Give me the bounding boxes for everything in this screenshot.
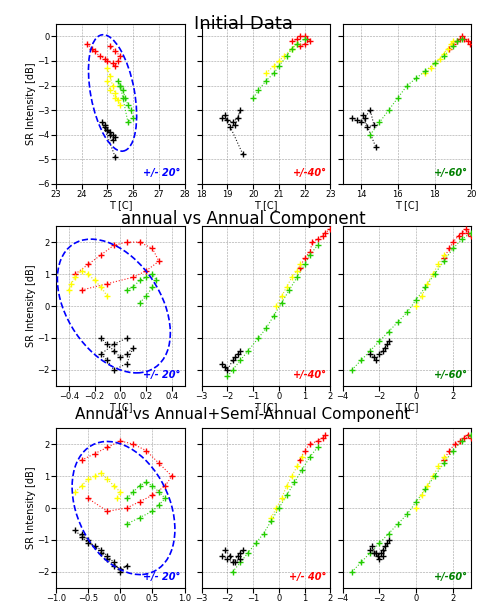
Text: +/-60°: +/-60° [434, 168, 468, 177]
Y-axis label: SR Intensity [dB]: SR Intensity [dB] [26, 467, 36, 549]
Text: +/- 20°: +/- 20° [143, 168, 181, 177]
Y-axis label: SR Intensity [dB]: SR Intensity [dB] [26, 265, 36, 347]
Text: +/- 20°: +/- 20° [143, 572, 181, 581]
X-axis label: T [C]: T [C] [254, 201, 278, 210]
Text: Initial Data: Initial Data [193, 15, 293, 33]
X-axis label: T [C]: T [C] [108, 403, 132, 412]
X-axis label: T [C]: T [C] [108, 201, 132, 210]
Text: +/- 40°: +/- 40° [289, 572, 327, 581]
Text: annual vs Annual Component: annual vs Annual Component [121, 210, 365, 228]
X-axis label: T [C]: T [C] [395, 201, 419, 210]
Text: +/-60°: +/-60° [434, 572, 468, 581]
Text: +/-40°: +/-40° [293, 168, 327, 177]
Text: +/- 20°: +/- 20° [143, 370, 181, 379]
Text: Annual vs Annual+Semi-Annual Component: Annual vs Annual+Semi-Annual Component [75, 407, 411, 422]
X-axis label: T [C]: T [C] [254, 403, 278, 412]
Y-axis label: SR Intensity [dB]: SR Intensity [dB] [26, 63, 36, 145]
Text: +/-40°: +/-40° [293, 370, 327, 379]
X-axis label: T [C]: T [C] [395, 403, 419, 412]
Text: +/-60°: +/-60° [434, 370, 468, 379]
